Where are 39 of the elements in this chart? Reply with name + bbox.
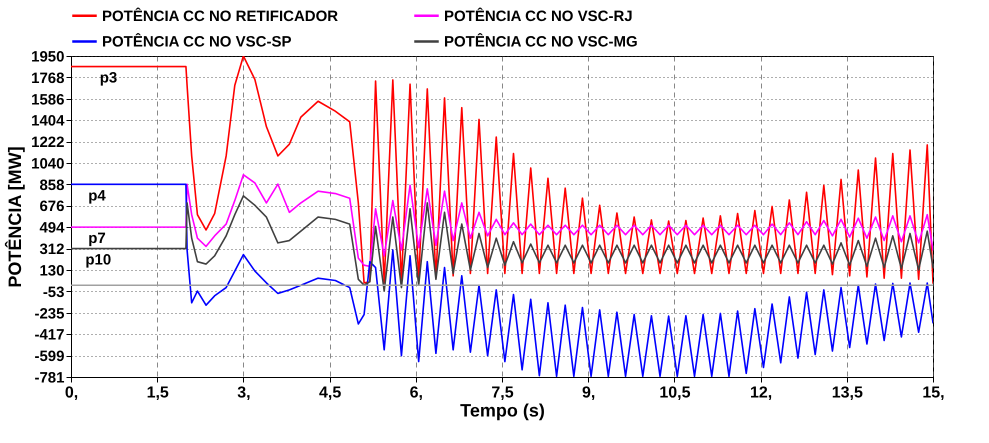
y-tick-label: 858 (39, 176, 64, 194)
y-tick-label: 1586 (31, 91, 64, 108)
y-axis-title: POTÊNCIA [MW] (4, 146, 26, 288)
y-tick-label: 1404 (31, 112, 66, 130)
line-series (71, 56, 933, 284)
legend-label: POTÊNCIA CC NO VSC-MG (444, 32, 638, 50)
x-tick-label: 15, (922, 384, 945, 402)
y-tick-label: 676 (39, 198, 64, 216)
y-tick-label: 312 (39, 241, 64, 258)
x-tick-label: 0, (64, 384, 78, 402)
y-tick-label: 1040 (31, 155, 64, 172)
y-tick-label: -53 (42, 284, 64, 301)
x-tick-label: 13,5 (832, 384, 863, 402)
x-tick-label: 9, (582, 384, 596, 402)
x-tick-label: 7,5 (491, 384, 514, 402)
y-tick-label: -417 (34, 326, 64, 344)
y-tick-label: 1950 (31, 48, 64, 66)
y-tick-label: -781 (34, 370, 64, 386)
annotation: p4 (88, 187, 106, 204)
legend-label: POTÊNCIA CC NO RETIFICADOR (102, 6, 338, 25)
y-tick-label: 1768 (31, 70, 64, 87)
legend-label: POTÊNCIA CC NO VSC-RJ (444, 6, 633, 25)
y-tick-label: 494 (39, 220, 66, 237)
line-series (71, 174, 933, 268)
legend-label: POTÊNCIA CC NO VSC-SP (102, 32, 292, 50)
annotation: p10 (85, 252, 112, 269)
y-tick-label: -235 (34, 305, 64, 322)
y-tick-label: 1222 (31, 134, 64, 152)
x-axis-title: Tempo (s) (460, 400, 545, 420)
x-tick-label: 1,5 (146, 384, 169, 402)
x-tick-label: 3, (237, 384, 251, 402)
annotation: p7 (88, 230, 106, 248)
x-tick-label: 12, (750, 384, 772, 402)
x-tick-label: 10,5 (659, 384, 691, 402)
x-tick-label: 4,5 (318, 384, 342, 402)
annotation: p3 (100, 70, 118, 87)
x-tick-label: 6, (410, 384, 423, 402)
y-tick-label: 130 (39, 262, 64, 280)
y-tick-label: -599 (34, 348, 64, 366)
